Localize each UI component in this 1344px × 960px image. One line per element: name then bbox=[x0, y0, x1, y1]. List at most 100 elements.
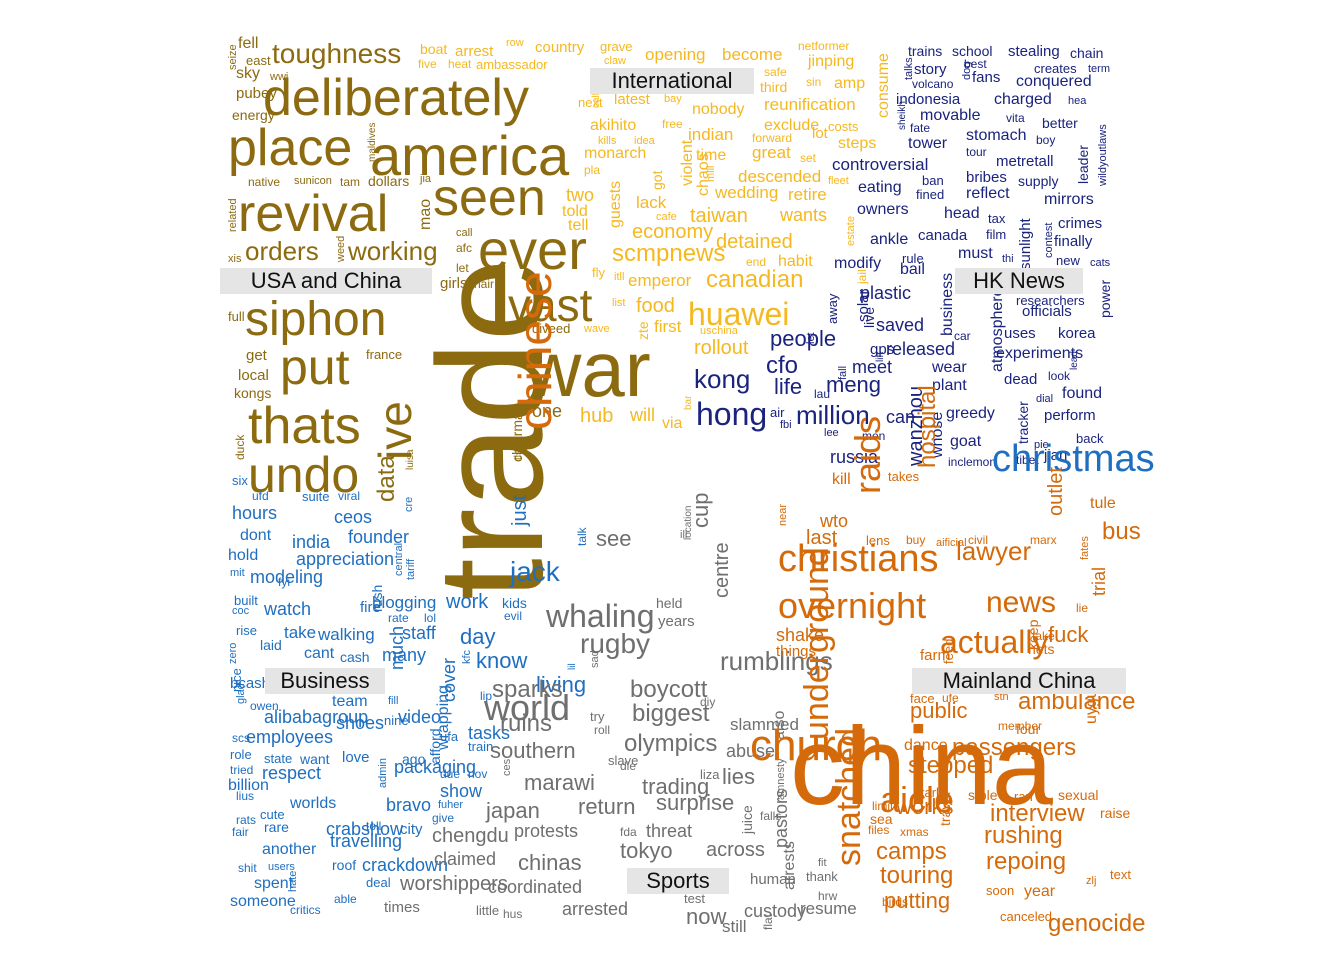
word-evil: evil bbox=[504, 609, 523, 623]
word-list: list bbox=[612, 297, 626, 309]
word-video: video bbox=[398, 707, 442, 727]
word-kids: kids bbox=[502, 595, 527, 611]
word-employees: employees bbox=[246, 727, 334, 747]
word-city: city bbox=[400, 821, 423, 838]
word-finally: finally bbox=[1054, 233, 1093, 250]
word-little: little bbox=[476, 903, 500, 918]
word-falls: falls bbox=[760, 809, 782, 823]
word-things: things bbox=[776, 643, 817, 660]
word-meng: meng bbox=[826, 372, 882, 397]
word-rumblings: rumblings bbox=[720, 646, 833, 676]
word-rule: rule bbox=[902, 251, 924, 266]
word-uschina: uschina bbox=[700, 325, 738, 337]
word-boy: boy bbox=[1036, 133, 1056, 147]
word-stole: stole bbox=[968, 787, 998, 803]
word-become: become bbox=[722, 45, 783, 64]
word-built: built bbox=[234, 593, 258, 608]
word-korea: korea bbox=[1058, 325, 1096, 342]
word-southern: southern bbox=[490, 738, 576, 763]
word-kill: kill bbox=[832, 471, 851, 488]
word-russia: russia bbox=[830, 447, 879, 467]
word-camps: camps bbox=[876, 838, 947, 865]
word-scs: scs bbox=[232, 731, 250, 745]
word-taiwan: taiwan bbox=[690, 205, 748, 227]
word-custody: custody bbox=[744, 901, 807, 921]
word-rollout: rollout bbox=[694, 337, 749, 359]
word-trading: trading bbox=[642, 774, 710, 799]
word-fined: fined bbox=[916, 187, 945, 202]
word-reflect: reflect bbox=[966, 185, 1010, 202]
word-wto: wto bbox=[820, 511, 849, 531]
word-orders: orders bbox=[245, 236, 319, 266]
word-luisa: luisa bbox=[405, 449, 416, 470]
word-local: local bbox=[238, 367, 269, 384]
word-retire: retire bbox=[788, 185, 827, 204]
word-men: men bbox=[862, 429, 886, 443]
word-conquered: conquered bbox=[1016, 73, 1092, 90]
word-deal: deal bbox=[366, 875, 391, 890]
word-pubey: pubey bbox=[236, 85, 277, 102]
word-nobody: nobody bbox=[692, 101, 745, 118]
word-return: return bbox=[578, 794, 636, 819]
word-takes: takes bbox=[888, 469, 920, 484]
word-dead: dead bbox=[1004, 371, 1038, 388]
word-energy: energy bbox=[232, 107, 275, 123]
word-rise: rise bbox=[236, 623, 257, 638]
word-ces: ces bbox=[501, 758, 513, 776]
word-face: face bbox=[910, 691, 935, 706]
word-dog: dog bbox=[961, 61, 973, 80]
word-revival: revival bbox=[238, 185, 389, 243]
word-staff: staff bbox=[402, 623, 436, 643]
word-arrest: arrest bbox=[455, 43, 494, 60]
word-zero: zero bbox=[227, 642, 239, 664]
word-steps: steps bbox=[838, 135, 877, 152]
word-chinese: chinese bbox=[509, 271, 561, 430]
word-school: school bbox=[952, 43, 993, 59]
word-fda: fda bbox=[620, 825, 637, 839]
word-central: central bbox=[393, 542, 405, 576]
word-dial: dial bbox=[1036, 393, 1054, 405]
word-row: row bbox=[506, 37, 524, 49]
word-roof: roof bbox=[332, 857, 357, 873]
word-threat: threat bbox=[646, 821, 693, 841]
word-place: place bbox=[228, 119, 353, 177]
word-putting: putting bbox=[884, 888, 951, 913]
word-chinas: chinas bbox=[518, 850, 582, 875]
word-fuher: fuher bbox=[438, 799, 464, 811]
word-touring: touring bbox=[880, 862, 954, 889]
word-years: years bbox=[658, 613, 695, 630]
word-saved: saved bbox=[876, 315, 925, 335]
word-rushing: rushing bbox=[984, 822, 1063, 849]
word-roll: roll bbox=[594, 723, 611, 737]
word-rare: rare bbox=[264, 819, 289, 835]
word-arrested: arrested bbox=[562, 899, 629, 919]
word-flat: flat bbox=[761, 913, 775, 930]
word-another: another bbox=[262, 841, 317, 858]
word-love: love bbox=[342, 749, 370, 766]
word-toughness: toughness bbox=[272, 38, 402, 69]
word-consume: consume bbox=[875, 53, 892, 118]
word-ever: ever bbox=[478, 218, 587, 281]
word-surprise: surprise bbox=[656, 790, 735, 815]
word-claw: claw bbox=[604, 55, 627, 67]
word-talk: talk bbox=[575, 527, 589, 546]
word-fire: fire bbox=[360, 599, 381, 616]
word-vast: vast bbox=[508, 279, 593, 331]
word-rats: rats bbox=[236, 813, 257, 827]
word-maldives: maldives bbox=[367, 122, 378, 162]
word-bcash: bcash bbox=[230, 675, 271, 692]
word-aificial: aificial bbox=[936, 537, 967, 549]
word-back: back bbox=[1076, 431, 1104, 446]
word-hrw: hrw bbox=[818, 889, 838, 903]
word-let: let bbox=[456, 261, 469, 275]
word-ban: ban bbox=[922, 173, 944, 188]
word-lip: lip bbox=[480, 689, 493, 703]
word-try: try bbox=[590, 709, 605, 724]
word-shoes: shoes bbox=[336, 713, 385, 733]
word-deliberately: deliberately bbox=[263, 69, 529, 127]
word-plastic: plastic bbox=[860, 283, 912, 303]
word-hub: hub bbox=[580, 405, 614, 427]
word-working: working bbox=[348, 236, 438, 266]
word-thi: thi bbox=[1002, 253, 1014, 265]
word-uses: uses bbox=[1004, 325, 1036, 342]
